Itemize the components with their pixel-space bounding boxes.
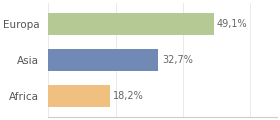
Text: 49,1%: 49,1%: [217, 19, 248, 29]
Text: 32,7%: 32,7%: [162, 55, 193, 65]
Text: 18,2%: 18,2%: [113, 91, 144, 101]
Bar: [48, 13, 214, 35]
Bar: [48, 85, 110, 107]
Bar: [48, 49, 158, 71]
